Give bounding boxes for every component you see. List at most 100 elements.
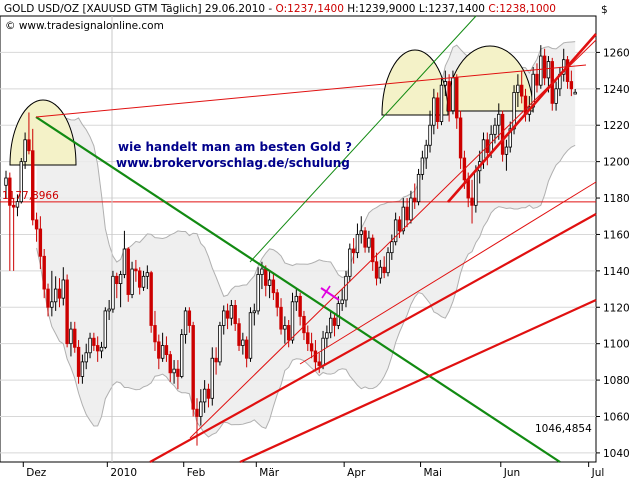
y-tick-label: 1040: [603, 448, 630, 460]
candle-body: [42, 255, 46, 290]
candle-body: [11, 204, 16, 208]
candle-body: [416, 173, 421, 203]
markers: [320, 285, 340, 301]
source-credit: © www.tradesignalonline.com: [5, 20, 164, 32]
candle-body: [508, 128, 512, 148]
candle-body: [46, 288, 50, 308]
candle-body: [546, 61, 551, 79]
y-tick-label: 1180: [603, 193, 630, 205]
candle-body: [137, 270, 142, 288]
candle-body: [573, 91, 577, 95]
candle-body: [99, 346, 104, 352]
candle-body: [31, 150, 35, 221]
candle-body: [290, 301, 295, 341]
candle-body: [313, 350, 318, 363]
candle-body: [535, 73, 539, 86]
x-tick-label: Mai: [424, 467, 442, 479]
candle-body: [283, 325, 287, 330]
y-tick-label: 1260: [603, 47, 630, 59]
candle-body: [38, 228, 43, 257]
candle-body: [222, 310, 226, 326]
candle-body: [512, 92, 516, 130]
candle-body: [286, 325, 291, 341]
candle-body: [554, 88, 558, 104]
candle-body: [565, 59, 570, 82]
candle-body: [130, 268, 134, 295]
candle-body: [466, 179, 470, 199]
candle-body: [80, 361, 85, 377]
trend-lines: [35, 15, 597, 464]
candle-body: [191, 325, 195, 410]
candle-body: [256, 274, 260, 312]
candle-body: [61, 279, 65, 299]
candle-body: [302, 315, 306, 334]
candle-body: [267, 279, 272, 286]
candle-body: [34, 219, 39, 230]
candle-body: [57, 288, 62, 299]
candle-body: [15, 201, 20, 208]
candle-body: [164, 345, 169, 355]
candle-body: [309, 343, 314, 352]
candle-body: [241, 339, 245, 346]
candle-body: [157, 341, 161, 359]
candle-body: [65, 279, 69, 345]
band-fill: [36, 41, 576, 438]
candle-body: [260, 268, 264, 275]
candle-body: [378, 266, 383, 279]
candle-body: [176, 368, 180, 377]
candle-body: [569, 81, 574, 90]
candle-body: [516, 84, 520, 93]
candle-body: [474, 170, 478, 206]
x-tick-label: Apr: [347, 467, 366, 479]
candle-body: [493, 124, 497, 135]
channel-line-2: [239, 298, 597, 464]
candle-body: [435, 97, 440, 122]
candle-body: [172, 368, 176, 374]
x-tick-label: Jul: [591, 467, 605, 479]
candle-body: [393, 219, 398, 243]
candle-body: [248, 312, 253, 359]
band-line: [36, 144, 576, 438]
y-tick-label: 1120: [603, 302, 630, 314]
x-tick-label: 2010: [110, 467, 137, 479]
horizontal-levels: [0, 16, 596, 462]
header-open: O:1237,1400: [276, 3, 344, 15]
candle-body: [325, 332, 329, 339]
candle-body: [122, 248, 127, 275]
candle-body: [279, 306, 283, 330]
candle-body: [439, 84, 444, 122]
signal-marker: [320, 287, 340, 301]
candle-body: [111, 275, 115, 310]
candle-body: [237, 323, 241, 346]
candle-body: [275, 292, 279, 308]
candle-body: [206, 388, 211, 399]
currency-label: $: [601, 4, 608, 16]
x-tick-label: Dez: [26, 467, 47, 479]
candle-body: [264, 268, 268, 286]
neckline: [35, 64, 587, 118]
annotation-line-2: www.brokervorschlag.de/schulung: [116, 156, 350, 170]
candle-body: [413, 197, 417, 203]
x-tick-label: Jun: [503, 467, 520, 479]
header-close: C:1238,1000: [485, 3, 556, 15]
candle-body: [84, 352, 88, 363]
candle-body: [180, 334, 184, 377]
candle-body: [118, 274, 123, 284]
candle-body: [92, 337, 96, 346]
candle-body: [447, 81, 451, 112]
header-high: H:1239,9000: [344, 3, 416, 15]
candle-body: [183, 310, 188, 335]
candle-body: [443, 81, 447, 86]
candle-body: [19, 161, 23, 203]
candle-body: [317, 361, 321, 366]
candle-body: [126, 248, 130, 295]
candle-body: [141, 275, 146, 288]
candle-body: [244, 339, 249, 359]
y-tick-label: 1240: [603, 84, 630, 96]
candle-body: [539, 55, 543, 86]
low-level-label: 1046,4854: [535, 423, 592, 435]
y-tick-label: 1060: [603, 411, 630, 423]
signal-marker-tick: [321, 285, 331, 299]
downtrend-line: [35, 116, 561, 463]
